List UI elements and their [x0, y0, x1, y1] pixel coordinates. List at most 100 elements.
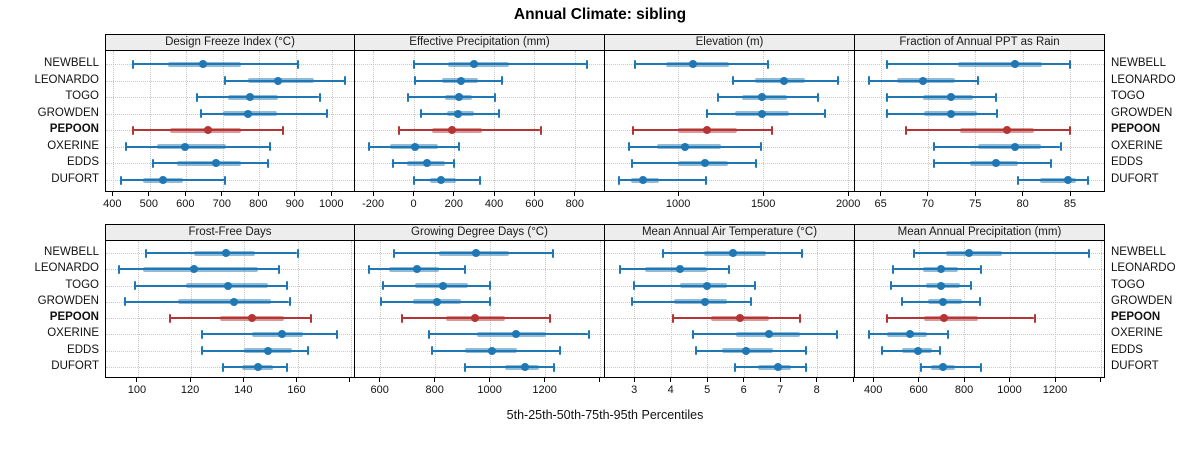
- whisker-cap: [199, 109, 202, 119]
- whisker-cap: [123, 297, 126, 307]
- whisker-cap: [168, 313, 171, 323]
- row-label-left-pepoon: PEPOON: [49, 123, 99, 136]
- whisker-cap: [1069, 125, 1071, 135]
- median-dot-oxerine: [1011, 142, 1019, 151]
- row-label-left-edds: EDDS: [67, 156, 99, 169]
- x-axis-caption: 5th-25th-50th-75th-95th Percentiles: [506, 408, 704, 422]
- vertical-gridline: [544, 241, 546, 377]
- vertical-gridline: [222, 51, 224, 191]
- whisker-cap: [463, 264, 466, 274]
- axis-tick: [677, 192, 679, 196]
- axis-tick-label: 8: [813, 384, 820, 396]
- median-dot-dufort: [436, 176, 445, 184]
- axis-tick-label: 800: [249, 198, 268, 210]
- axis-tick: [918, 378, 920, 382]
- row-label-right-pepoon: PEPOON: [1111, 311, 1161, 324]
- axis-tick: [1054, 378, 1056, 382]
- median-dot-growden: [701, 297, 710, 306]
- whisker-cap: [296, 248, 299, 258]
- whisker-cap: [277, 264, 280, 274]
- whisker-cap: [932, 142, 935, 152]
- axis-tick: [852, 378, 854, 382]
- vertical-gridline: [489, 241, 491, 377]
- whisker-cap: [549, 313, 552, 323]
- row-label-right-togo: TOGO: [1111, 90, 1145, 103]
- whisker-cap: [285, 281, 288, 291]
- row-label-right-togo: TOGO: [1111, 278, 1145, 291]
- whisker-cap: [633, 59, 636, 69]
- axis-tick: [706, 378, 708, 382]
- axis-tick-label: 100: [127, 384, 147, 396]
- median-dot-leonardo: [273, 76, 282, 85]
- whisker-cap: [770, 125, 773, 135]
- axis-tick: [189, 378, 191, 382]
- vertical-gridline: [678, 51, 680, 191]
- figure-title: Annual Climate: sibling: [513, 6, 687, 23]
- whisker-cap: [695, 346, 698, 356]
- whisker-cap: [551, 248, 554, 258]
- axis-tick: [257, 192, 259, 196]
- whisker-cap: [367, 264, 370, 274]
- whisker-cap: [1087, 175, 1089, 185]
- whisker-cap: [980, 264, 983, 274]
- whisker-cap: [392, 248, 395, 258]
- row-label-left-dufort: DUFORT: [51, 360, 99, 372]
- median-dot-dufort: [158, 176, 167, 184]
- median-dot-newbell: [689, 60, 698, 68]
- whisker-cap: [118, 264, 121, 274]
- whisker-cap: [430, 346, 433, 356]
- median-dot-newbell: [198, 60, 207, 68]
- axis-tick-label: 600: [370, 384, 389, 396]
- whisker-cap: [488, 297, 491, 307]
- axis-tick: [489, 378, 491, 382]
- row-label-right-pepoon: PEPOON: [1111, 123, 1161, 136]
- whisker-cap: [309, 313, 312, 323]
- whisker-cap: [558, 346, 561, 356]
- axis-tick-label: 200: [444, 198, 463, 210]
- median-dot-oxerine: [410, 142, 419, 151]
- whisker-cap: [132, 125, 135, 135]
- axis-tick-label: 1000: [997, 384, 1022, 396]
- median-dot-pepoon: [1002, 126, 1011, 135]
- vertical-gridline: [743, 241, 745, 377]
- panel-plot-design-freeze-index-c: [105, 50, 355, 192]
- axis-tick-label: 1000: [319, 198, 344, 210]
- axis-tick: [599, 378, 600, 382]
- axis-tick: [330, 192, 332, 196]
- median-dot-newbell: [471, 249, 480, 257]
- axis-tick-label: 600: [525, 198, 544, 210]
- whisker-cap: [980, 362, 983, 372]
- vertical-gridline: [434, 241, 436, 377]
- axis-tick-label: 4: [667, 384, 674, 396]
- interquartile-band-pepoon: [924, 315, 978, 321]
- panel-strip-design-freeze-index-c: Design Freeze Index (°C): [105, 34, 355, 50]
- interquartile-band-newbell: [945, 250, 1002, 256]
- interquartile-band-growden: [177, 299, 271, 305]
- axis-tick-label: 2000: [835, 198, 861, 210]
- axis-tick-label: 85: [1063, 198, 1077, 210]
- whisker-cap: [381, 281, 384, 291]
- median-dot-newbell: [964, 249, 973, 257]
- vertical-gridline: [1022, 51, 1024, 191]
- whisker-cap: [932, 158, 935, 168]
- median-dot-togo: [438, 281, 447, 290]
- vertical-gridline: [707, 241, 709, 377]
- axis-tick-label: 600: [176, 198, 195, 210]
- median-dot-edds: [701, 159, 710, 168]
- row-label-left-newbell: NEWBELL: [44, 57, 99, 69]
- axis-tick: [434, 378, 436, 382]
- whisker-cap: [705, 175, 708, 185]
- panel-plot-growing-degree-days-c: [355, 240, 605, 378]
- whisker-cap: [479, 175, 481, 185]
- whisker-cap: [412, 175, 415, 185]
- vertical-gridline: [534, 51, 536, 191]
- axis-tick: [1009, 378, 1010, 382]
- whisker-cap: [1033, 313, 1036, 323]
- row-label-right-newbell: NEWBELL: [1111, 246, 1166, 258]
- row-label-left-newbell: NEWBELL: [44, 246, 99, 258]
- whisker-cap: [801, 248, 804, 258]
- horizontal-gridline: [605, 180, 854, 181]
- panel-strip-effective-precipitation-mm: Effective Precipitation (mm): [355, 34, 605, 50]
- whisker-cap: [413, 76, 416, 86]
- median-dot-togo: [246, 93, 255, 102]
